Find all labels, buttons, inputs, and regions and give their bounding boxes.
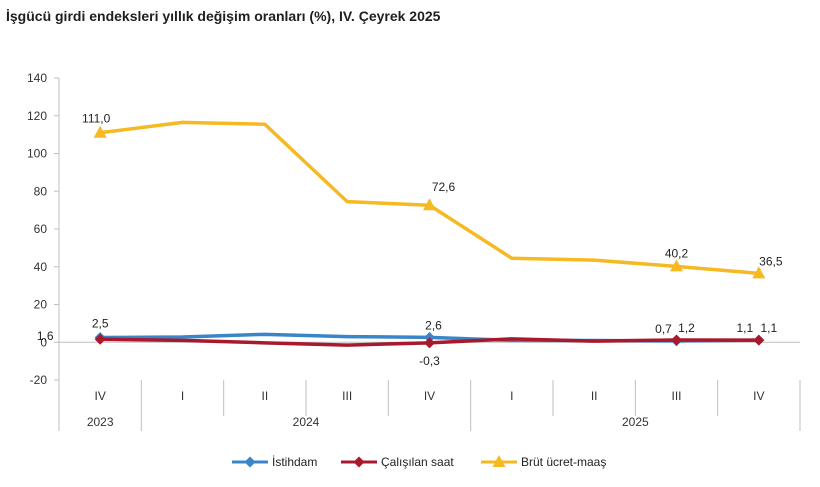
series-3-point-marker (423, 198, 436, 211)
y-tick-label: 0 (40, 335, 47, 349)
x-group-label: 2025 (622, 415, 649, 429)
data-labels: 2,5 2,6 0,7 1,1 1,6 -0,3 1,2 1,1 111,0 72,6 40,2 36… (37, 112, 783, 368)
legend-label: Brüt ücret-maaş (521, 455, 606, 469)
series-3-point-marker (93, 125, 107, 138)
legend-marker (353, 456, 365, 468)
data-label: 2,6 (425, 318, 442, 332)
x-group-label: 2023 (87, 415, 114, 429)
series-2-point-marker (94, 333, 106, 345)
data-label: 72,6 (432, 180, 456, 194)
series-3-line (98, 120, 761, 276)
y-tick-label: 80 (34, 184, 48, 198)
data-label: 1,6 (37, 329, 54, 343)
x-tick-label: II (261, 389, 268, 403)
x-tick-label: III (342, 389, 352, 403)
x-tick-label: IV (424, 389, 435, 403)
legend-item-1[interactable]: İstihdam (232, 455, 317, 469)
y-tick-label: 20 (34, 298, 48, 312)
data-label: 1,2 (678, 321, 695, 335)
y-tick-label: 120 (27, 109, 47, 123)
data-label: 40,2 (665, 246, 689, 260)
y-tick-label: 40 (34, 260, 48, 274)
y-tick-label: 100 (27, 147, 47, 161)
x-tick-label: I (510, 389, 513, 403)
data-label: 36,5 (759, 254, 783, 268)
legend-label: Çalışılan saat (381, 455, 454, 469)
x-tick-label: IV (94, 389, 105, 403)
x-tick-label: I (181, 389, 184, 403)
data-label: 2,5 (92, 317, 109, 331)
series-3-point-marker (670, 259, 683, 272)
chart-title: İşgücü girdi endeksleri yıllık değişim o… (6, 8, 441, 24)
x-group-label: 2024 (293, 415, 320, 429)
y-tick-label: 60 (34, 222, 48, 236)
legend-marker (492, 455, 506, 467)
legend-label: İstihdam (272, 455, 317, 469)
data-label: 0,7 (655, 322, 672, 336)
data-label: 111,0 (82, 112, 111, 126)
data-label: -0,3 (419, 354, 440, 368)
legend[interactable]: İstihdam Çalışılan saat Brüt ücret-maaş (232, 455, 606, 469)
series-3-point-marker (752, 266, 766, 279)
y-tick-label: -20 (30, 373, 48, 387)
legend-item-3[interactable]: Brüt ücret-maaş (481, 455, 606, 469)
series-layer (93, 120, 766, 349)
series-2-point-marker (424, 337, 435, 349)
y-tick-label: 140 (27, 71, 47, 85)
legend-marker (244, 456, 256, 468)
legend-item-2[interactable]: Çalışılan saat (341, 455, 454, 469)
data-label: 1,1 (760, 321, 777, 335)
x-tick-label: II (591, 389, 598, 403)
data-label: 1,1 (736, 321, 753, 335)
x-tick-label: IV (753, 389, 764, 403)
x-tick-label: III (671, 389, 681, 403)
series-2-point-marker (671, 334, 682, 346)
series-2-point-marker (753, 334, 765, 346)
